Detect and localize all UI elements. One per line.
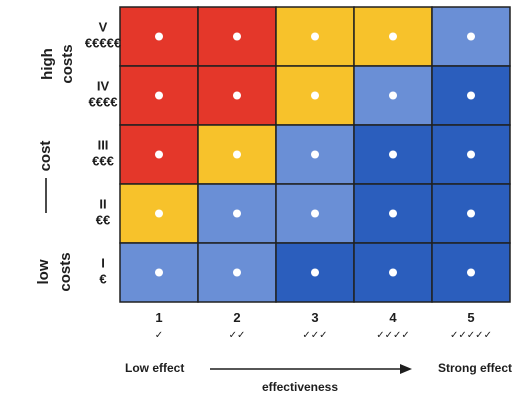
- y-tick-roman: III: [98, 138, 109, 153]
- cell-dot: [233, 150, 241, 159]
- x-tick-checks: ✓✓: [229, 330, 246, 341]
- cell-dot: [155, 209, 163, 218]
- cell-dot: [467, 209, 475, 218]
- cell-dot: [389, 91, 397, 100]
- y-tick-euro: €€€: [92, 154, 114, 169]
- y-axis-bottom-label-line1: low: [35, 259, 52, 284]
- matrix-cell: [197, 242, 277, 303]
- cell-dot: [233, 32, 241, 41]
- y-tick-roman: V: [99, 20, 108, 35]
- y-axis-top-label-line2: costs: [59, 44, 76, 83]
- cell-dot: [389, 32, 397, 41]
- matrix-cell: [353, 124, 433, 185]
- y-tick-roman: I: [101, 256, 105, 271]
- cell-dot: [311, 209, 319, 218]
- x-axis-right-label: Strong effect: [438, 361, 512, 375]
- x-tick-checks: ✓: [155, 330, 163, 341]
- cell-dot: [467, 268, 475, 277]
- cell-dot: [311, 268, 319, 277]
- x-tick-number: 5: [467, 310, 474, 325]
- x-tick-number: 2: [233, 310, 240, 325]
- cell-dot: [155, 268, 163, 277]
- x-tick-checks: ✓✓✓✓✓: [450, 330, 492, 341]
- cell-dot: [155, 32, 163, 41]
- matrix-cell: [431, 242, 511, 303]
- x-tick-checks: ✓✓✓: [302, 330, 327, 341]
- y-tick-euro: €: [99, 272, 106, 287]
- x-tick-number: 1: [155, 310, 162, 325]
- y-tick-euro: €€: [96, 213, 110, 228]
- cell-dot: [155, 150, 163, 159]
- cell-dot: [467, 91, 475, 100]
- cell-dot: [233, 209, 241, 218]
- cell-dot: [311, 91, 319, 100]
- y-axis-top-label-line1: high: [39, 48, 56, 80]
- cell-dot: [233, 91, 241, 100]
- y-tick-euro: €€€€: [89, 95, 118, 110]
- x-tick-number: 4: [389, 310, 397, 325]
- x-axis-left-label: Low effect: [125, 361, 184, 375]
- x-tick-checks: ✓✓✓✓: [376, 330, 410, 341]
- y-tick-roman: IV: [97, 79, 110, 94]
- cell-dot: [389, 150, 397, 159]
- cell-dot: [233, 268, 241, 277]
- y-tick-euro: €€€€€: [85, 36, 121, 51]
- x-axis-arrowhead: [400, 364, 412, 374]
- y-tick-roman: II: [99, 197, 106, 212]
- y-axis-label: cost: [37, 141, 54, 172]
- y-axis-bottom-label-line2: costs: [57, 252, 74, 291]
- cell-dot: [467, 150, 475, 159]
- x-axis-label: effectiveness: [262, 380, 338, 394]
- x-tick-number: 3: [311, 310, 318, 325]
- cell-dot: [311, 150, 319, 159]
- cell-dot: [311, 32, 319, 41]
- matrix-cell: [275, 65, 355, 126]
- cell-dot: [155, 91, 163, 100]
- cell-dot: [467, 32, 475, 41]
- cell-dot: [389, 209, 397, 218]
- cell-dot: [389, 268, 397, 277]
